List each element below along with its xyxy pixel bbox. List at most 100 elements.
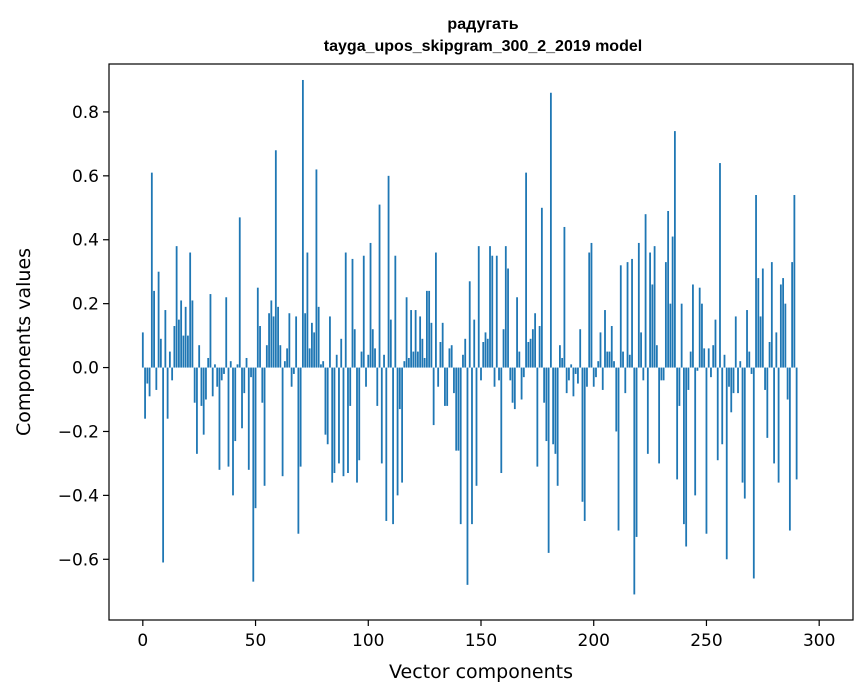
bar [378,204,381,368]
bar [577,367,579,384]
bar [383,354,385,368]
bar [459,367,462,525]
bar [329,316,331,368]
bar [545,367,548,442]
bar [687,367,690,390]
bar [277,306,279,368]
x-tick-label: 150 [465,631,497,651]
bar [511,367,514,403]
bar [613,361,615,368]
bar [214,364,216,368]
bar [358,367,361,461]
bar [795,367,798,480]
y-tick-label: 0.0 [72,359,99,379]
bar [389,319,392,368]
bar [410,310,413,368]
bar [220,367,223,381]
bar [565,367,568,394]
bar [646,367,649,454]
bar [340,338,343,368]
bar [180,300,183,368]
bar [315,169,318,368]
bar [437,367,440,387]
bar [216,367,219,387]
bar [730,367,733,413]
bar [432,367,435,426]
bar [779,284,782,368]
bar [586,367,588,387]
bar [281,367,284,477]
bar [477,246,480,368]
bar [166,367,169,419]
bar [595,367,597,378]
bar [534,313,537,368]
bar [617,367,620,531]
bar [705,367,708,534]
bar [448,348,451,368]
bar [247,367,250,470]
x-tick-label: 300 [803,631,835,651]
bar [509,367,512,381]
bar [193,367,196,403]
bar [642,367,645,381]
bar [159,338,162,368]
bar [784,303,787,368]
bar [500,367,503,474]
bar [290,367,293,387]
bar [651,284,654,368]
bar [177,319,180,368]
bar [168,351,171,368]
bar [746,310,748,368]
bar [322,361,325,368]
bar [308,348,311,368]
bar [462,354,464,368]
bar [286,348,289,368]
bar [444,367,446,406]
bar [570,364,573,368]
bar [227,367,230,467]
y-tick-label: 0.6 [72,167,99,187]
bar [498,367,500,381]
bar [755,195,757,368]
bar [723,354,726,368]
bar [236,364,239,368]
bar [421,338,424,368]
bar [671,236,674,368]
bar [637,242,640,368]
bar [516,297,518,368]
bar [430,322,433,368]
bar [187,335,189,368]
bar [489,246,491,368]
x-tick-label: 100 [352,631,384,651]
x-axis-label: Vector components [389,661,573,683]
bar [732,367,735,394]
bar [144,367,146,419]
bar [455,367,458,451]
bar [367,354,370,368]
bar [419,316,422,368]
bar [196,367,198,454]
bar [761,268,764,368]
bar [615,367,618,432]
bar [405,297,408,368]
bar [743,367,746,499]
bar [238,217,241,368]
bar [667,210,670,368]
y-tick-label: −0.6 [58,550,99,570]
bar [353,329,356,368]
bar [205,367,207,400]
bar [574,367,577,374]
y-tick-label: 0.8 [72,103,99,123]
bar [685,367,688,547]
bar [752,367,755,579]
bar [525,172,527,368]
bar [283,361,286,368]
bar [385,367,388,521]
bar [362,255,365,368]
bar [200,367,203,406]
y-tick-label: 0.4 [72,231,99,251]
bar [342,367,345,477]
bar [295,316,298,368]
bar [559,345,561,368]
